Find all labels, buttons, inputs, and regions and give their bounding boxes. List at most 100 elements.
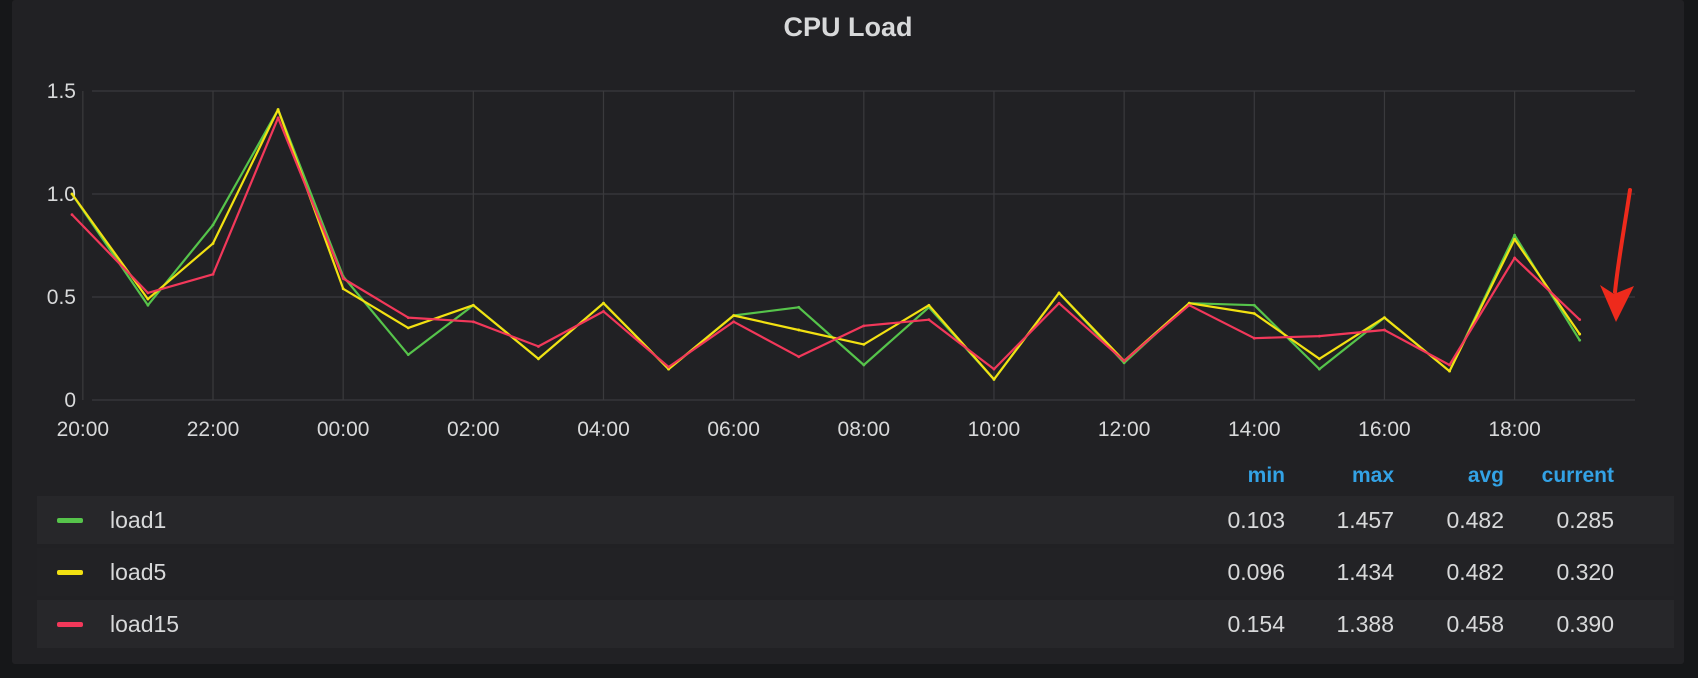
legend-row-load5[interactable]: load5 0.096 1.434 0.482 0.320	[37, 548, 1674, 596]
data-point-load15[interactable]	[602, 310, 605, 313]
series-name[interactable]: load15	[110, 611, 180, 637]
annotation-arrow-head	[1600, 285, 1634, 322]
y-tick-label: 1.5	[47, 80, 76, 103]
data-point-load15[interactable]	[276, 116, 280, 120]
data-point-load5[interactable]	[1252, 312, 1256, 315]
data-point-load1[interactable]	[1252, 303, 1256, 307]
series-name[interactable]: load5	[110, 559, 167, 585]
data-point-load15[interactable]	[1448, 363, 1451, 367]
data-point-load5[interactable]	[70, 192, 74, 196]
data-point-load5[interactable]	[732, 314, 736, 317]
data-point-load1[interactable]	[1513, 233, 1517, 237]
x-tick-label: 20:00	[57, 418, 110, 441]
data-point-load5[interactable]	[537, 357, 540, 361]
data-point-load15[interactable]	[70, 213, 74, 217]
data-point-load1[interactable]	[1122, 361, 1126, 365]
annotation-arrow-shaft	[1613, 188, 1632, 294]
x-tick-label: 04:00	[577, 418, 630, 441]
avg-value: 0.482	[1446, 559, 1504, 585]
line-chart[interactable]: 0 0.5 1.0 1.5 20:00 22:00 00:00 02:00 04:00 06:00…	[12, 0, 1684, 450]
data-point-load5[interactable]	[1187, 301, 1191, 305]
data-point-load15[interactable]	[992, 367, 996, 371]
data-point-load5[interactable]	[602, 301, 605, 305]
min-value: 0.103	[1227, 507, 1285, 533]
avg-value: 0.458	[1446, 611, 1504, 637]
header-avg[interactable]: avg	[1467, 464, 1504, 487]
x-tick-label: 08:00	[838, 418, 891, 441]
data-point-load15[interactable]	[1252, 336, 1256, 340]
data-point-load15[interactable]	[1578, 318, 1582, 322]
series-line-load15[interactable]	[71, 116, 1581, 371]
data-point-load5[interactable]	[1513, 237, 1517, 241]
data-point-load15[interactable]	[862, 324, 866, 328]
data-point-load1[interactable]	[862, 363, 866, 367]
data-point-load5[interactable]	[1317, 357, 1321, 361]
panel-title[interactable]: CPU Load	[783, 12, 913, 42]
data-point-load15[interactable]	[1383, 328, 1386, 332]
data-point-load1[interactable]	[146, 303, 150, 307]
data-point-load1[interactable]	[406, 353, 410, 357]
x-tick-label: 06:00	[707, 418, 760, 441]
data-point-load15[interactable]	[732, 320, 736, 324]
legend-row-load1[interactable]: load1 0.103 1.457 0.482 0.285	[37, 496, 1674, 544]
data-point-load15[interactable]	[927, 318, 931, 322]
data-point-load5[interactable]	[1578, 332, 1582, 336]
legend-row-load15[interactable]: load15 0.154 1.388 0.458 0.390	[37, 600, 1674, 648]
data-point-load5[interactable]	[862, 342, 866, 346]
data-point-load5[interactable]	[146, 297, 150, 301]
data-point-load5[interactable]	[797, 328, 801, 332]
series-line-load1[interactable]	[71, 108, 1581, 381]
x-tick-label: 12:00	[1098, 418, 1151, 441]
data-point-load5[interactable]	[211, 242, 215, 245]
data-point-load15[interactable]	[1317, 334, 1321, 338]
current-value: 0.285	[1556, 507, 1614, 533]
header-max[interactable]: max	[1351, 464, 1394, 487]
data-point-load5[interactable]	[406, 326, 410, 330]
x-tick-label: 18:00	[1488, 418, 1541, 441]
data-point-load1[interactable]	[1317, 367, 1321, 371]
data-point-load1[interactable]	[797, 305, 801, 309]
series-color-swatch[interactable]	[57, 518, 83, 523]
data-point-load15[interactable]	[1122, 359, 1126, 363]
data-point-load5[interactable]	[276, 108, 280, 111]
data-point-load15[interactable]	[406, 316, 410, 319]
data-point-load15[interactable]	[1513, 256, 1517, 260]
data-point-load15[interactable]	[1057, 301, 1061, 305]
data-point-load5[interactable]	[471, 303, 475, 307]
current-value: 0.390	[1556, 611, 1614, 637]
y-tick-label: 0	[64, 389, 76, 412]
data-point-load15[interactable]	[211, 272, 215, 276]
data-point-load5[interactable]	[1383, 316, 1386, 319]
data-point-load15[interactable]	[667, 365, 670, 369]
series-color-swatch[interactable]	[57, 570, 83, 575]
x-tick-label: 16:00	[1358, 418, 1411, 441]
data-point-load1[interactable]	[211, 223, 215, 227]
min-value: 0.154	[1227, 611, 1285, 637]
data-point-load5[interactable]	[992, 378, 996, 381]
data-point-load15[interactable]	[341, 277, 345, 280]
data-point-load15[interactable]	[471, 320, 475, 324]
data-point-load15[interactable]	[797, 355, 801, 359]
series-name[interactable]: load1	[110, 507, 167, 533]
x-tick-label: 10:00	[968, 418, 1021, 441]
data-point-load5[interactable]	[1057, 291, 1061, 295]
data-point-load5[interactable]	[667, 367, 670, 371]
data-point-load15[interactable]	[537, 345, 540, 348]
x-tick-label: 02:00	[447, 418, 500, 441]
data-point-load5[interactable]	[927, 303, 931, 307]
x-tick-label: 14:00	[1228, 418, 1281, 441]
series-color-swatch[interactable]	[57, 622, 83, 627]
data-point-load15[interactable]	[146, 291, 150, 295]
header-current[interactable]: current	[1541, 464, 1614, 487]
series-line-load5[interactable]	[71, 108, 1581, 381]
current-value: 0.320	[1556, 559, 1614, 585]
header-min[interactable]: min	[1247, 464, 1285, 487]
max-value: 1.388	[1336, 611, 1394, 637]
data-point-load5[interactable]	[341, 287, 345, 291]
y-tick-label: 1.0	[47, 183, 76, 206]
data-point-load15[interactable]	[1187, 303, 1191, 307]
legend-header: min max avg current	[37, 460, 1674, 496]
x-tick-label: 00:00	[317, 418, 370, 441]
data-point-load1[interactable]	[1578, 338, 1582, 342]
data-point-load5[interactable]	[1448, 369, 1451, 373]
